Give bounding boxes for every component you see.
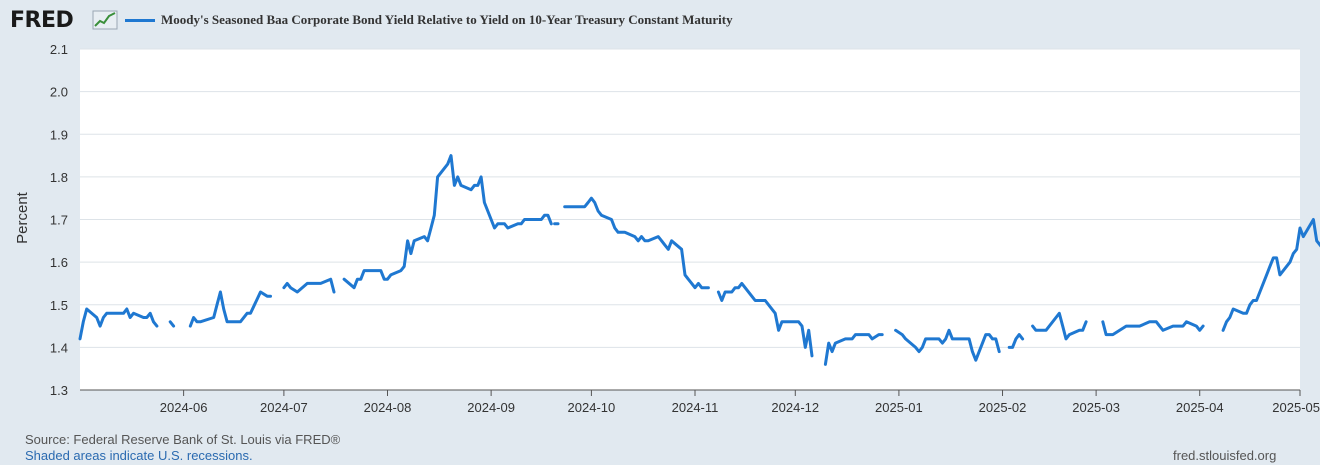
x-tick-label: 2024-06 [160, 400, 208, 415]
x-tick-label: 2025-03 [1072, 400, 1120, 415]
fred-mini-chart-icon [92, 10, 118, 30]
series-line-segment [188, 290, 272, 328]
x-tick-label: 2025-05 [1272, 400, 1320, 415]
axes: 1.3 1.4 1.5 1.6 1.7 1.8 1.9 2.0 2.1 2024-06 2024-0… [50, 42, 1320, 415]
y-tick-label: 1.9 [50, 127, 68, 142]
series-line-segment [1221, 218, 1320, 332]
chart-header: FRED Moody's Seasoned Baa Corporate Bond… [8, 6, 1308, 36]
x-tick-label: 2024-08 [364, 400, 412, 415]
series-lines [78, 154, 1320, 366]
site-url[interactable]: fred.stlouisfed.org [1173, 448, 1277, 463]
series-line-segment [168, 320, 176, 328]
x-tick-label: 2024-09 [467, 400, 515, 415]
series-line-segment [1101, 320, 1205, 337]
legend-swatch [125, 19, 155, 22]
series-line-segment [78, 307, 159, 341]
series-line-segment [894, 328, 1001, 362]
y-tick-label: 2.0 [50, 85, 68, 100]
series-line-segment [823, 333, 884, 366]
x-tick-label: 2025-01 [875, 400, 923, 415]
y-tick-label: 1.3 [50, 383, 68, 398]
series-line-segment [563, 196, 710, 290]
y-tick-label: 1.6 [50, 255, 68, 270]
y-tick-label: 1.7 [50, 213, 68, 228]
fred-logo[interactable]: FRED [10, 8, 74, 33]
y-axis-label: Percent [14, 191, 31, 244]
series-line-segment [1007, 333, 1025, 349]
y-tick-label: 1.5 [50, 298, 68, 313]
y-tick-label: 1.4 [50, 340, 68, 355]
legend-series-label[interactable]: Moody's Seasoned Baa Corporate Bond Yiel… [161, 12, 733, 27]
x-tick-label: 2025-02 [979, 400, 1027, 415]
y-tick-label: 2.1 [50, 42, 68, 57]
x-tick-label: 2024-07 [260, 400, 308, 415]
x-tick-label: 2025-04 [1176, 400, 1224, 415]
series-line-segment [716, 281, 814, 358]
x-tick-label: 2024-12 [771, 400, 819, 415]
x-tick-label: 2024-11 [672, 400, 719, 415]
y-tick-label: 1.8 [50, 170, 68, 185]
series-line-segment [1031, 311, 1088, 341]
x-tick-label: 2024-10 [568, 400, 616, 415]
source-note: Source: Federal Reserve Bank of St. Loui… [25, 432, 341, 447]
series-line-segment [282, 277, 336, 294]
gridlines [80, 48, 1300, 391]
recession-note[interactable]: Shaded areas indicate U.S. recessions. [25, 448, 253, 463]
series-line-segment [342, 154, 553, 290]
